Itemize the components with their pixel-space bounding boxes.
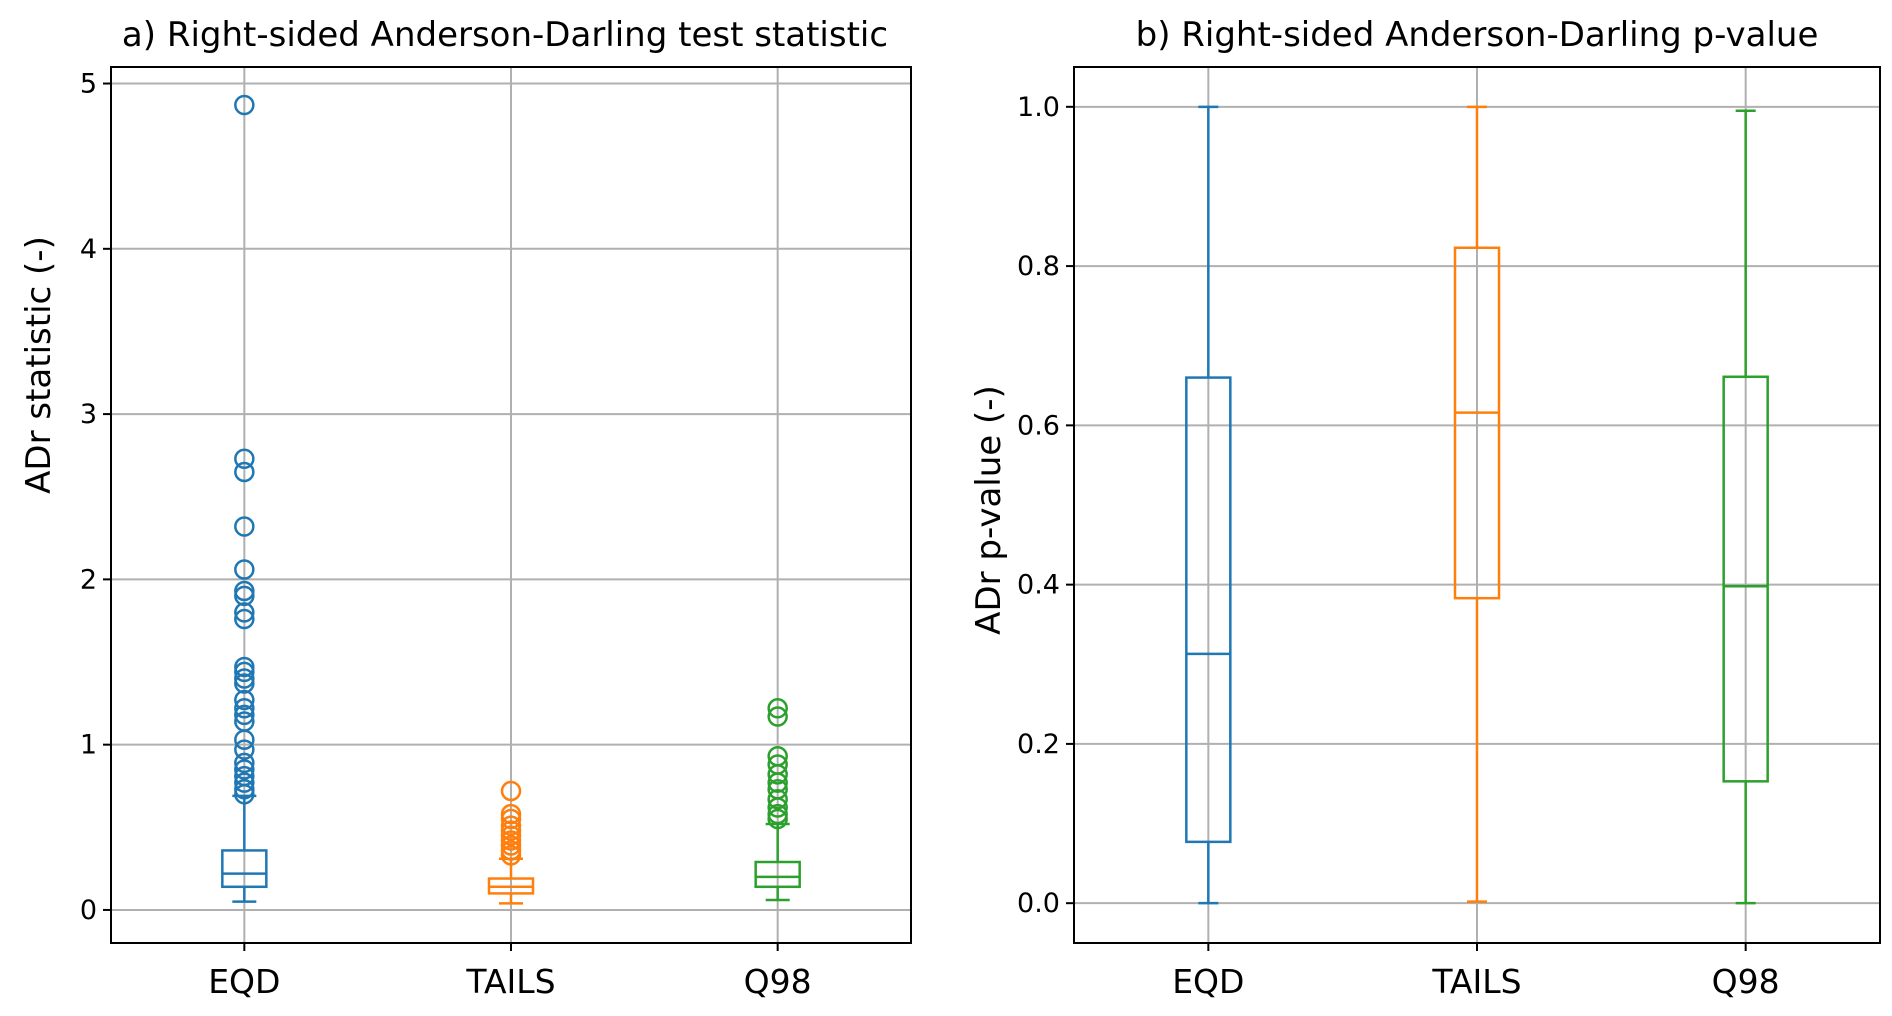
outlier-point	[500, 845, 522, 866]
x-tick-label-eqd: EQD	[1172, 962, 1244, 1001]
axis-ticks: 0 1 2 3 4 5 EQD TAILS Q98	[80, 69, 812, 1001]
outlier-point	[234, 656, 255, 678]
outlier-point	[500, 803, 522, 825]
iqr-box	[1453, 246, 1501, 600]
outlier-point	[767, 797, 788, 818]
outlier-point	[234, 668, 255, 689]
x-tick-label-tails: TAILS	[465, 962, 555, 1001]
outlier-point	[234, 783, 255, 805]
outlier-point	[767, 706, 788, 727]
iqr-box	[754, 860, 801, 889]
outlier-point	[234, 689, 255, 711]
outlier-point	[234, 704, 255, 726]
outlier-point	[767, 772, 788, 793]
box-q98	[754, 698, 801, 902]
box-tails	[487, 780, 535, 905]
outlier-point	[234, 585, 255, 607]
outlier-point	[500, 820, 522, 841]
outlier-point	[234, 772, 255, 793]
chart-title: a) Right-sided Anderson-Darling test sta…	[122, 15, 888, 55]
outlier-point	[234, 559, 255, 580]
outlier-point	[234, 729, 255, 750]
box-plots	[1185, 105, 1769, 905]
outlier-point	[500, 835, 522, 856]
box-eqd	[1185, 105, 1232, 905]
y-tick-label: 5	[80, 69, 97, 100]
outlier-point	[767, 698, 788, 719]
y-tick-label: 0	[80, 895, 97, 926]
outlier-point	[767, 764, 788, 785]
outlier-point	[234, 661, 255, 683]
outlier-point	[234, 673, 255, 694]
outlier-point	[234, 94, 255, 116]
y-tick-label: 1.0	[1017, 92, 1060, 123]
y-axis-label: ADr p-value (-)	[969, 385, 1009, 635]
y-tick-label: 0.4	[1017, 570, 1060, 601]
y-tick-label: 0.6	[1017, 410, 1060, 441]
outlier-point	[234, 602, 255, 623]
box-q98	[1722, 109, 1769, 905]
box-plots	[221, 94, 801, 905]
outlier-point	[500, 830, 522, 851]
y-tick-label: 4	[80, 234, 97, 265]
outlier-point	[234, 461, 255, 483]
x-tick-label-tails: TAILS	[1431, 962, 1521, 1001]
y-tick-label: 0.2	[1017, 729, 1060, 760]
outlier-point	[500, 825, 522, 846]
box-eqd	[221, 94, 268, 903]
x-tick-label-q98: Q98	[744, 962, 812, 1001]
x-tick-label-eqd: EQD	[208, 962, 280, 1001]
outlier-point	[234, 779, 255, 800]
box-tails	[1453, 105, 1501, 903]
y-axis-label: ADr statistic (-)	[19, 236, 59, 494]
outlier-point	[234, 759, 255, 780]
outlier-point	[234, 580, 255, 602]
axis-ticks: 0.0 0.2 0.4 0.6 0.8 1.0 EQD TAILS Q98	[1017, 92, 1780, 1001]
outlier-point	[500, 815, 522, 836]
y-tick-label: 0.0	[1017, 888, 1060, 919]
outlier-point	[767, 788, 788, 810]
y-tick-label: 0.8	[1017, 251, 1060, 282]
outlier-point	[234, 752, 255, 774]
y-tick-label: 2	[80, 564, 97, 595]
outlier-point	[767, 808, 788, 830]
outlier-point	[500, 840, 522, 861]
x-tick-label-q98: Q98	[1712, 962, 1780, 1001]
outlier-point	[234, 698, 255, 719]
gridlines	[111, 67, 911, 943]
iqr-box	[1185, 376, 1232, 844]
outlier-point	[234, 448, 255, 469]
iqr-box	[1722, 375, 1769, 783]
panel-b-p-value: b) Right-sided Anderson-Darling p-value …	[969, 15, 1881, 1001]
outlier-point	[234, 608, 255, 630]
outlier-point	[234, 516, 255, 537]
outlier-point	[500, 808, 522, 830]
chart-title: b) Right-sided Anderson-Darling p-value	[1136, 15, 1819, 55]
y-tick-label: 3	[80, 399, 97, 430]
outlier-point	[500, 780, 522, 802]
outlier-point	[234, 739, 255, 760]
y-tick-label: 1	[80, 730, 97, 761]
iqr-box	[221, 849, 268, 889]
panel-a-test-statistic: a) Right-sided Anderson-Darling test sta…	[19, 15, 912, 1001]
outlier-point	[767, 803, 788, 825]
